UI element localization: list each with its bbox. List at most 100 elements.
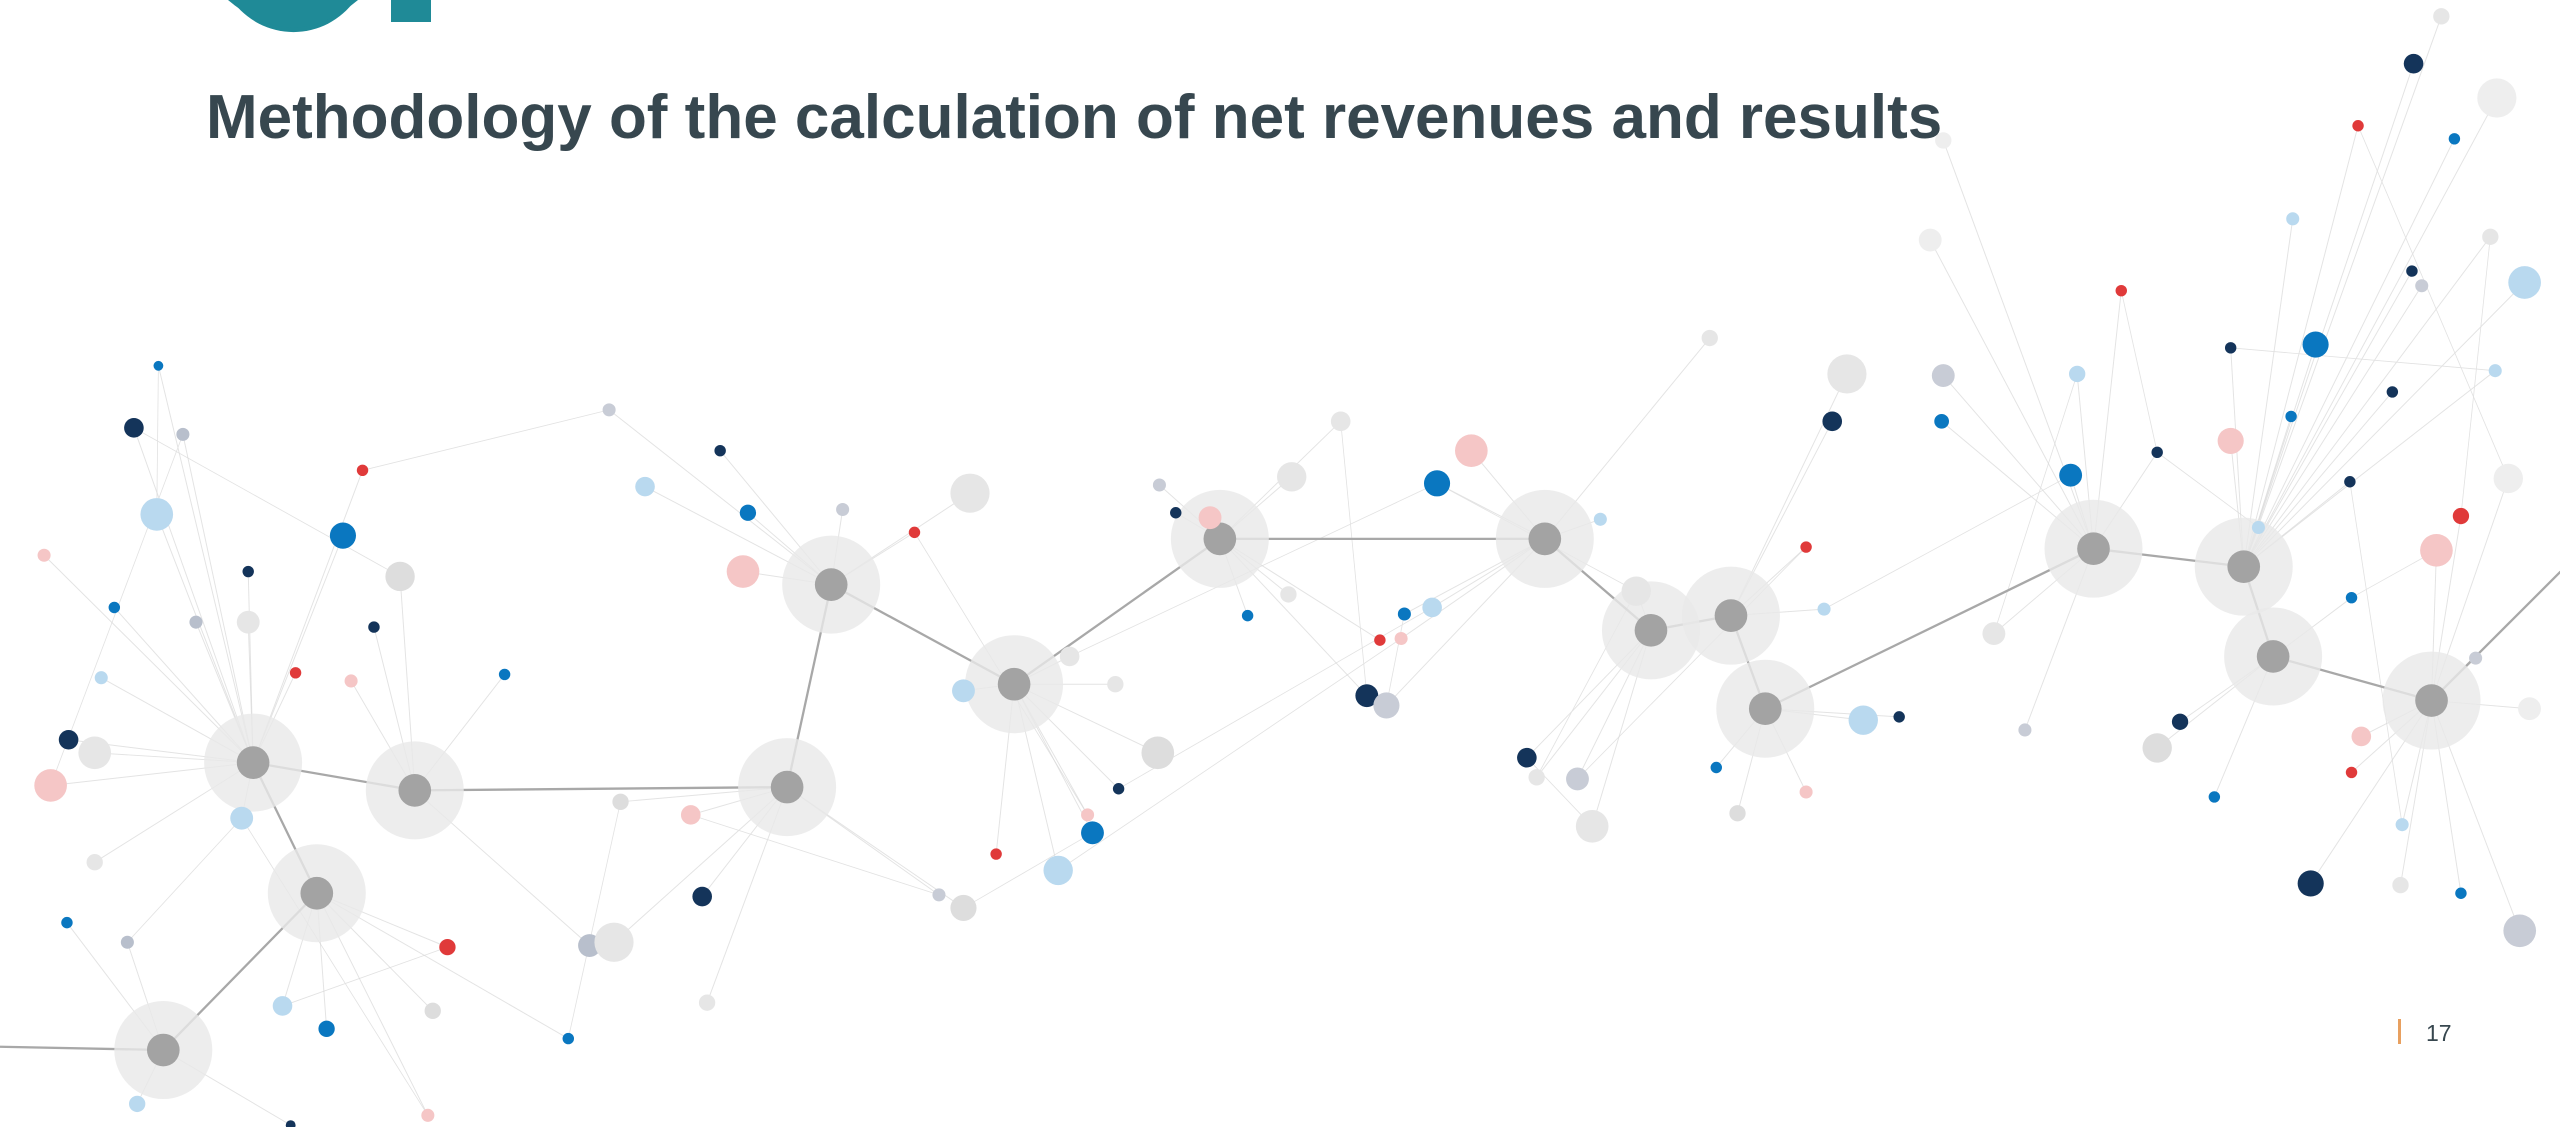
node-dot <box>2469 651 2483 665</box>
node-dot <box>1141 736 1175 770</box>
node-dot <box>1394 631 1408 646</box>
node-dot <box>329 522 356 549</box>
hub-node <box>2256 640 2290 673</box>
web-edge <box>2230 347 2496 372</box>
node-dot <box>1517 747 1537 768</box>
node-dot <box>698 994 716 1011</box>
node-dot <box>78 736 112 770</box>
node-dot <box>285 1120 296 1127</box>
node-dot <box>1528 769 1545 786</box>
node-dot <box>2302 331 2329 358</box>
node-dot <box>189 615 203 629</box>
node-dot <box>2415 279 2429 293</box>
hub-node <box>236 746 270 779</box>
web-edge <box>2243 236 2491 567</box>
hub-edge <box>414 785 788 792</box>
node-dot <box>2059 463 2083 487</box>
hub-node <box>2415 684 2448 717</box>
web-edge <box>2120 290 2158 453</box>
node-dot <box>1800 541 1812 553</box>
hub-edge <box>1764 547 2095 710</box>
web-edge <box>2243 97 2498 567</box>
node-dot <box>2482 228 2499 245</box>
node-dot <box>1330 411 1351 432</box>
web-edge <box>133 427 254 763</box>
node-dot <box>1827 354 1867 394</box>
web-edge <box>2243 63 2415 567</box>
web-edge <box>963 832 1093 909</box>
node-dot <box>1081 808 1095 822</box>
node-dot <box>34 769 67 802</box>
web-edge <box>1386 613 1405 706</box>
node-dot <box>1277 462 1307 492</box>
page-number: 17 <box>2426 1020 2452 1046</box>
hub-node <box>1528 522 1562 556</box>
node-dot <box>612 793 629 810</box>
hub-node <box>1714 599 1748 632</box>
node-dot <box>950 894 977 922</box>
node-dot <box>2224 342 2237 354</box>
node-dot <box>1107 676 1124 693</box>
node-dot <box>2392 876 2409 894</box>
node-dot <box>1575 809 1609 843</box>
node-dot <box>236 610 260 634</box>
node-dot <box>2386 386 2399 398</box>
web-edge <box>2243 218 2294 567</box>
node-dot <box>2208 791 2221 803</box>
node-dot <box>2420 533 2453 567</box>
node-dot <box>2345 766 2358 779</box>
node-dot <box>1934 413 1949 429</box>
web-edge <box>282 946 448 1007</box>
node-dot <box>1059 646 1080 667</box>
node-dot <box>2395 818 2409 832</box>
node-dot <box>2518 697 2541 721</box>
page-number-bar <box>2398 1019 2401 1044</box>
section-number-fragment <box>228 0 431 33</box>
node-dot <box>2285 410 2297 423</box>
node-dot <box>2433 8 2450 25</box>
node-dot <box>421 1108 435 1122</box>
web-edge <box>362 409 610 471</box>
node-dot <box>2403 53 2424 74</box>
node-dot <box>1701 329 1718 347</box>
node-dot <box>1893 711 1905 723</box>
node-dot <box>2251 520 2265 534</box>
hub-node <box>2077 532 2110 566</box>
teal-bar <box>391 0 431 22</box>
node-dot <box>153 360 164 371</box>
web-edge <box>133 427 401 577</box>
node-dot <box>129 1095 146 1113</box>
node-dot <box>1710 761 1722 774</box>
web-edge <box>2243 282 2525 567</box>
node-dot <box>2069 365 2086 383</box>
node-dot <box>2452 507 2470 525</box>
node-dot <box>2406 265 2418 277</box>
teal-arc <box>228 0 358 28</box>
web-edge <box>1993 373 2078 634</box>
network-graphic <box>0 8 2560 1127</box>
node-dot <box>344 674 358 688</box>
node-dot <box>385 561 415 592</box>
node-dot <box>602 403 616 417</box>
node-dot <box>2297 870 2324 897</box>
node-dot <box>230 806 254 830</box>
node-dot <box>124 418 144 438</box>
web-edge <box>2349 481 2403 825</box>
hub-node <box>770 770 804 804</box>
node-dot <box>594 922 634 962</box>
web-edge <box>2460 236 2491 517</box>
node-dot <box>1423 470 1451 497</box>
node-dot <box>140 498 174 531</box>
node-dot <box>680 805 701 825</box>
node-dot <box>2477 78 2517 118</box>
node-dot <box>61 916 73 929</box>
node-dot <box>2352 120 2364 132</box>
web-edge <box>2156 452 2259 528</box>
node-dot <box>318 1020 335 1037</box>
node-dot <box>1931 364 1955 388</box>
hub-node <box>2227 550 2261 583</box>
node-dot <box>58 729 79 750</box>
node-dot <box>272 996 293 1016</box>
